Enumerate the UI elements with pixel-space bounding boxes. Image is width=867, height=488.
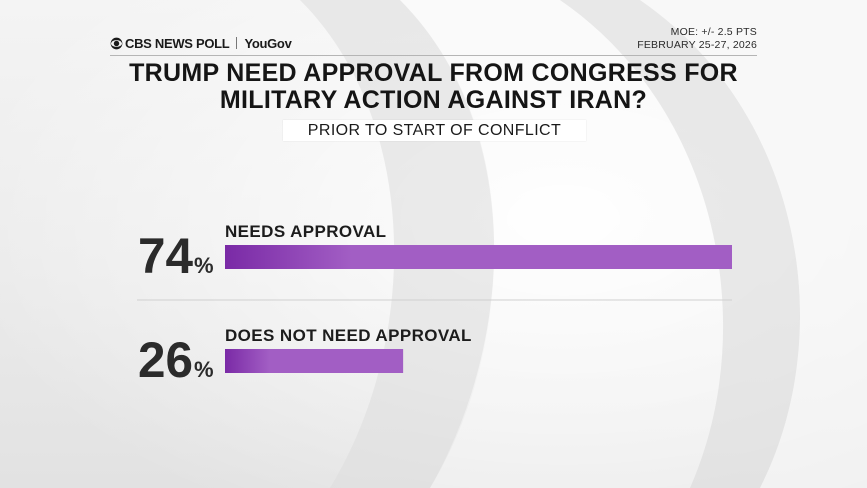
- moe-text: MOE: +/- 2.5 PTS: [670, 26, 757, 38]
- brand-yougov: YouGov: [244, 35, 292, 51]
- value-label: 74: [138, 228, 193, 284]
- bar: [225, 349, 404, 373]
- category-label: NEEDS APPROVAL: [225, 222, 386, 241]
- bar: [225, 245, 732, 269]
- chart-subtitle: PRIOR TO START OF CONFLICT: [283, 120, 586, 141]
- value-label: 26: [138, 332, 193, 388]
- cbs-eye-icon: [110, 37, 123, 49]
- brand-logo: CBS NEWS POLL YouGov: [110, 35, 292, 51]
- percent-sign: %: [194, 357, 214, 382]
- header-rule: [110, 55, 757, 56]
- brand-divider: [236, 37, 238, 49]
- poll-dates: FEBRUARY 25-27, 2026: [637, 39, 757, 51]
- category-label: DOES NOT NEED APPROVAL: [225, 326, 472, 345]
- chart-title: TRUMP NEED APPROVAL FROM CONGRESS FOR MI…: [129, 59, 738, 114]
- percent-sign: %: [194, 253, 214, 278]
- poll-meta: MOE: +/- 2.5 PTS FEBRUARY 25-27, 2026: [637, 26, 757, 52]
- brand-cbs-news-poll: CBS NEWS POLL: [125, 35, 230, 51]
